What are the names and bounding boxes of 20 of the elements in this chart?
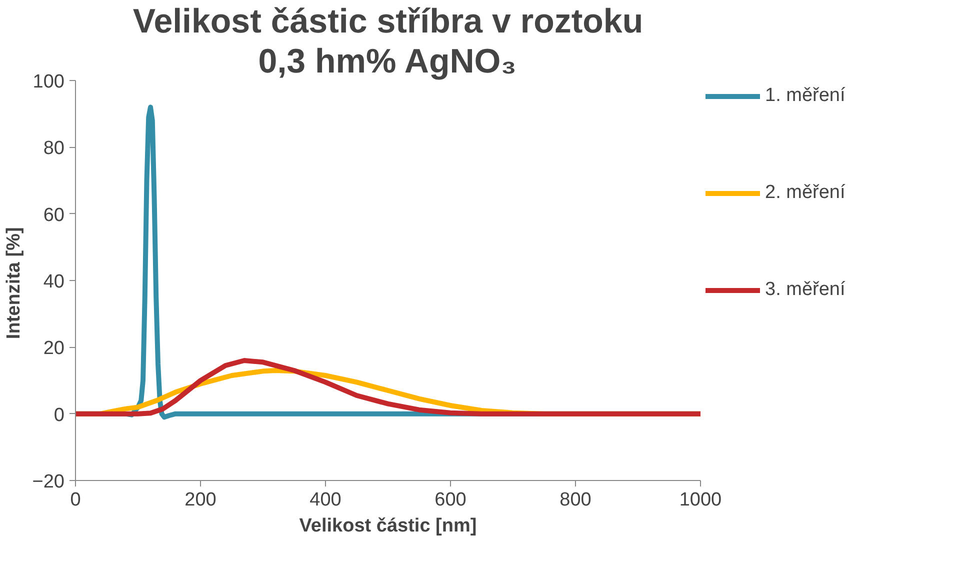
x-axis-title: Velikost částic [nm] [299, 516, 477, 536]
x-tick-label: 800 [560, 490, 592, 510]
y-tick-label: 0 [54, 404, 65, 426]
y-tick-label: 100 [32, 72, 64, 92]
y-tick-label: −20 [32, 472, 65, 492]
y-tick-label: 20 [43, 338, 65, 360]
legend-label: 2. měření [765, 182, 846, 204]
chart-title: Velikost částic stříbra v roztoku [132, 2, 644, 40]
legend-label: 1. měření [765, 85, 846, 107]
y-tick-label: 40 [43, 272, 65, 292]
x-tick-label: 600 [434, 490, 466, 510]
chart-subtitle: 0,3 hm% AgNO₃ [258, 42, 516, 80]
y-tick-label: 80 [43, 138, 65, 160]
x-tick-label: 200 [184, 490, 216, 510]
x-tick-label: 1000 [679, 490, 722, 510]
legend-label: 3. měření [765, 279, 846, 301]
y-tick-label: 60 [43, 204, 65, 226]
x-tick-label: 0 [70, 490, 81, 510]
y-axis-title: Intenzita [%] [3, 227, 24, 340]
x-tick-label: 400 [310, 490, 342, 510]
